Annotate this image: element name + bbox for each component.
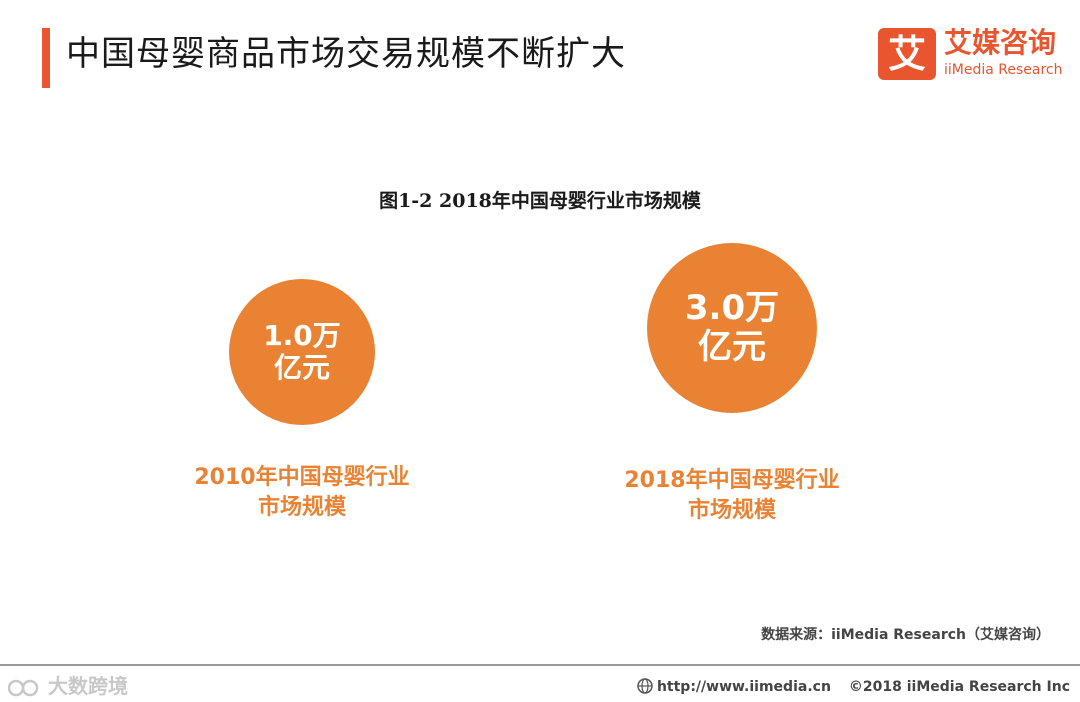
brand-logo: 艾 艾媒咨询 iiMedia Research: [878, 26, 1063, 88]
chart-title: 图1-2 2018年中国母婴行业市场规模: [379, 190, 701, 212]
title-accent-bar: [42, 28, 50, 88]
watermark: 大数跨境: [8, 670, 128, 699]
bubble-2010: 1.0万 亿元: [229, 279, 375, 425]
bubble-2010-value: 1.0万: [263, 318, 341, 352]
caption-2018-line2: 市场规模: [687, 498, 776, 523]
brand-name-en: iiMedia Research: [944, 62, 1063, 78]
bubble-2010-unit: 亿元: [273, 351, 330, 384]
footer-divider: [0, 664, 1080, 666]
data-source: 数据来源：iiMedia Research（艾媒咨询）: [761, 627, 1050, 643]
caption-2010-line1: 2010年中国母婴行业: [194, 465, 410, 490]
page-title: 中国母婴商品市场交易规模不断扩大: [66, 34, 626, 74]
watermark-logo-icon: [8, 679, 39, 696]
brand-mark: 艾: [878, 28, 936, 80]
watermark-text: 大数跨境: [48, 674, 128, 698]
brand-name-cn: 艾媒咨询: [944, 26, 1057, 59]
caption-2010-line2: 市场规模: [257, 495, 346, 520]
bubble-2018-unit: 亿元: [698, 327, 766, 367]
footer-copyright: ©2018 iiMedia Research Inc: [848, 679, 1070, 695]
bubble-2018-value: 3.0万: [684, 287, 780, 328]
caption-2010: 2010年中国母婴行业 市场规模: [172, 463, 432, 523]
footer: http://www.iimedia.cn ©2018 iiMedia Resea…: [637, 678, 1070, 695]
globe-icon: [637, 678, 653, 694]
footer-url[interactable]: http://www.iimedia.cn: [656, 679, 831, 695]
caption-2018-line1: 2018年中国母婴行业: [624, 468, 840, 493]
caption-2018: 2018年中国母婴行业 市场规模: [602, 466, 862, 526]
bubble-2018: 3.0万 亿元: [647, 243, 817, 413]
